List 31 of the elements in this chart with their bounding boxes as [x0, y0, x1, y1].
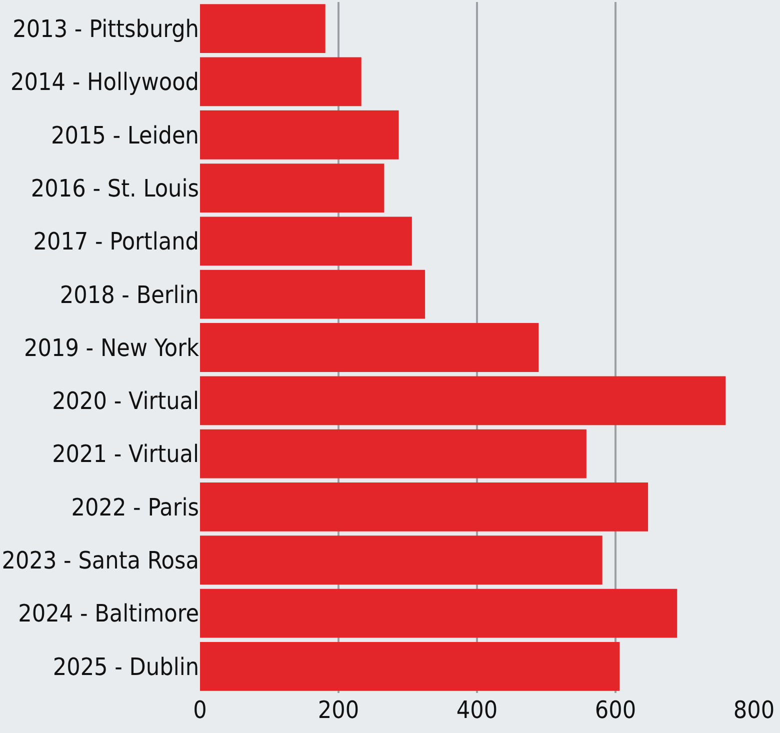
bar: [200, 270, 426, 319]
y-tick-label: 2025 - Dublin: [52, 652, 199, 681]
y-tick-label: 2022 - Paris: [71, 493, 199, 522]
y-tick-label: 2017 - Portland: [33, 228, 199, 256]
y-tick-label: 2020 - Virtual: [52, 387, 199, 416]
y-tick-label: 2018 - Berlin: [60, 280, 199, 309]
bar: [200, 642, 620, 691]
bar: [200, 429, 586, 478]
bar: [200, 588, 678, 638]
y-tick-label: 2014 - Hollywood: [10, 68, 199, 96]
x-tick-label: 800: [733, 696, 775, 724]
bar: [200, 536, 602, 585]
x-tick-label: 200: [318, 696, 360, 724]
bar: [200, 323, 539, 372]
bar: [200, 164, 384, 212]
y-tick-label: 2023 - Santa Rosa: [2, 546, 199, 575]
x-tick-label: 0: [193, 696, 207, 724]
y-tick-label: 2015 - Leiden: [50, 121, 199, 150]
bar: [200, 216, 412, 266]
y-tick-label: 2019 - New York: [24, 334, 200, 362]
bar: [200, 4, 326, 54]
x-tick-label: 600: [594, 696, 636, 724]
y-tick-label: 2016 - St. Louis: [30, 174, 199, 202]
bar: [200, 57, 362, 106]
x-tick-label: 400: [456, 696, 498, 724]
bar: [200, 482, 648, 532]
y-tick-label: 2024 - Baltimore: [18, 600, 199, 628]
bar: [200, 376, 726, 426]
y-tick-label: 2021 - Virtual: [52, 440, 199, 468]
y-tick-label: 2013 - Pittsburgh: [12, 14, 199, 43]
bar: [200, 110, 399, 160]
